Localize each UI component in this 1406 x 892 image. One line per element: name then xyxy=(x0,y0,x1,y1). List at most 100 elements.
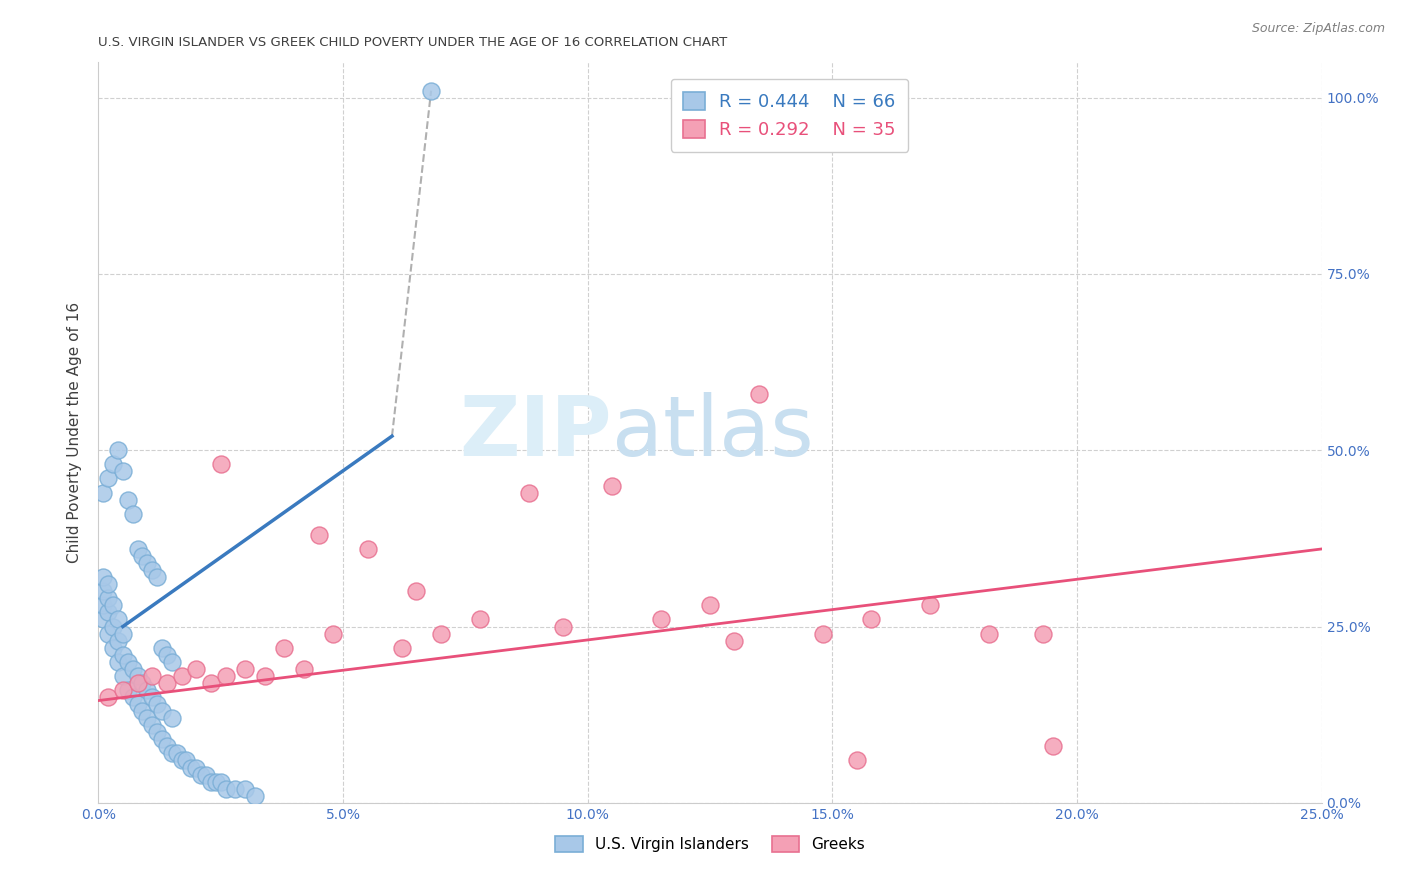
Point xyxy=(97,591,120,606)
Point xyxy=(107,655,129,669)
Point xyxy=(1032,626,1054,640)
Point xyxy=(136,711,159,725)
Point xyxy=(468,612,491,626)
Point xyxy=(127,541,149,556)
Point xyxy=(141,690,163,704)
Point xyxy=(146,570,169,584)
Point xyxy=(97,606,120,620)
Point xyxy=(180,760,202,774)
Point xyxy=(150,732,173,747)
Point xyxy=(214,781,236,796)
Point xyxy=(517,485,540,500)
Point xyxy=(430,626,453,640)
Point xyxy=(117,492,139,507)
Point xyxy=(420,84,443,98)
Point xyxy=(292,662,315,676)
Point xyxy=(141,563,163,577)
Point xyxy=(553,619,575,633)
Point xyxy=(748,387,770,401)
Y-axis label: Child Poverty Under the Age of 16: Child Poverty Under the Age of 16 xyxy=(67,302,83,563)
Point xyxy=(111,669,134,683)
Point xyxy=(308,528,330,542)
Point xyxy=(209,774,232,789)
Point xyxy=(150,704,173,718)
Point xyxy=(97,690,120,704)
Point xyxy=(111,464,134,478)
Point xyxy=(723,633,745,648)
Point xyxy=(111,626,134,640)
Point xyxy=(1042,739,1064,754)
Point xyxy=(101,619,124,633)
Point xyxy=(166,747,188,761)
Point xyxy=(127,669,149,683)
Point xyxy=(146,697,169,711)
Point xyxy=(97,626,120,640)
Point xyxy=(160,747,183,761)
Point xyxy=(91,612,114,626)
Point xyxy=(150,640,173,655)
Point xyxy=(176,754,198,768)
Point xyxy=(91,599,114,613)
Point xyxy=(860,612,883,626)
Point xyxy=(160,655,183,669)
Point xyxy=(131,549,153,563)
Point xyxy=(97,471,120,485)
Point xyxy=(253,669,276,683)
Point xyxy=(97,577,120,591)
Point xyxy=(156,739,179,754)
Point xyxy=(186,760,208,774)
Point xyxy=(200,774,222,789)
Point xyxy=(121,507,143,521)
Text: U.S. VIRGIN ISLANDER VS GREEK CHILD POVERTY UNDER THE AGE OF 16 CORRELATION CHAR: U.S. VIRGIN ISLANDER VS GREEK CHILD POVE… xyxy=(98,36,728,49)
Point xyxy=(107,612,129,626)
Point xyxy=(131,704,153,718)
Point xyxy=(127,697,149,711)
Point xyxy=(91,570,114,584)
Point xyxy=(127,676,149,690)
Point xyxy=(111,648,134,662)
Point xyxy=(273,640,295,655)
Text: atlas: atlas xyxy=(612,392,814,473)
Point xyxy=(136,683,159,698)
Point xyxy=(107,443,129,458)
Point xyxy=(101,599,124,613)
Point xyxy=(600,478,623,492)
Point xyxy=(121,690,143,704)
Point xyxy=(186,662,208,676)
Text: ZIP: ZIP xyxy=(460,392,612,473)
Point xyxy=(101,640,124,655)
Point xyxy=(391,640,413,655)
Point xyxy=(170,669,193,683)
Point xyxy=(920,599,942,613)
Point xyxy=(131,676,153,690)
Point xyxy=(121,662,143,676)
Point xyxy=(160,711,183,725)
Point xyxy=(91,485,114,500)
Point xyxy=(224,781,246,796)
Point xyxy=(322,626,344,640)
Point xyxy=(977,626,1000,640)
Point xyxy=(146,725,169,739)
Point xyxy=(101,458,124,472)
Point xyxy=(111,683,134,698)
Point xyxy=(190,767,212,781)
Point xyxy=(356,541,378,556)
Point xyxy=(233,662,256,676)
Point xyxy=(141,669,163,683)
Point xyxy=(91,584,114,599)
Point xyxy=(845,754,868,768)
Point xyxy=(243,789,266,803)
Point xyxy=(156,676,179,690)
Point xyxy=(195,767,218,781)
Point xyxy=(117,683,139,698)
Point xyxy=(209,458,232,472)
Point xyxy=(117,655,139,669)
Point xyxy=(405,584,427,599)
Point xyxy=(233,781,256,796)
Point xyxy=(107,633,129,648)
Point xyxy=(170,754,193,768)
Point xyxy=(214,669,236,683)
Legend: U.S. Virgin Islanders, Greeks: U.S. Virgin Islanders, Greeks xyxy=(548,830,872,858)
Point xyxy=(156,648,179,662)
Point xyxy=(200,676,222,690)
